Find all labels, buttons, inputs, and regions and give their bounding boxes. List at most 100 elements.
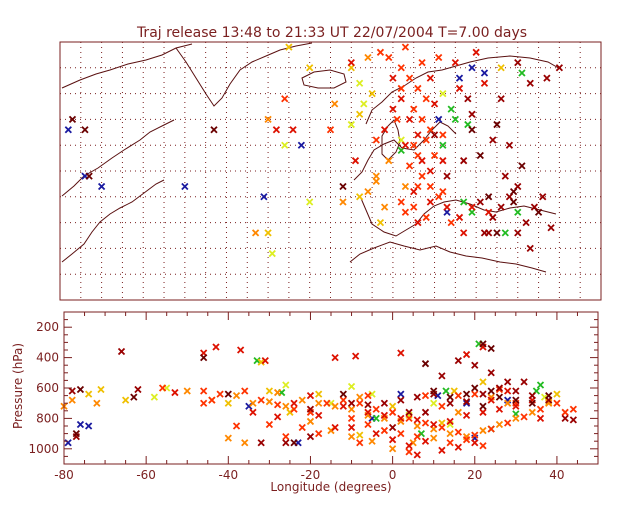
pressure-trajectory-marker [471, 431, 479, 439]
pressure-trajectory-marker [421, 437, 430, 445]
map-trajectory-marker [401, 43, 410, 51]
figure-title: Traj release 13:48 to 21:33 UT 22/07/200… [136, 25, 527, 41]
map-trajectory-marker [476, 198, 484, 206]
map-trajectory-marker [439, 188, 447, 196]
map-trajectory-marker [489, 213, 497, 222]
pressure-trajectory-marker [282, 439, 290, 447]
map-trajectory-marker [401, 182, 410, 191]
map-trajectory-marker [380, 203, 389, 211]
pressure-trajectory-marker [569, 405, 577, 413]
pressure-panel: -80 -60 -40 -20 0 20 40 200 400 600 800 1000 Longi… [11, 311, 599, 494]
map-trajectory-marker [414, 131, 422, 139]
map-trajectory-marker [526, 79, 534, 87]
map-trajectory-marker [81, 126, 89, 134]
x-tick-label: 20 [467, 468, 482, 482]
map-trajectory-marker [426, 167, 435, 175]
pressure-trajectory-marker [413, 433, 421, 441]
pressure-trajectory-marker [372, 429, 380, 438]
pressure-trajectory-marker [257, 358, 265, 366]
pressure-trajectory-marker [356, 431, 364, 439]
pressure-trajectory-marker [413, 422, 421, 430]
map-trajectory-marker [264, 115, 272, 124]
pressure-trajectory-marker [487, 396, 495, 404]
pressure-trajectory-marker [93, 399, 101, 407]
pressure-trajectory-marker [249, 408, 257, 416]
pressure-trajectory-marker [356, 399, 364, 407]
map-trajectory-marker [355, 79, 364, 87]
pressure-trajectory-marker [200, 399, 208, 407]
pressure-trajectory-marker [331, 402, 339, 410]
coastline-north-america [61, 43, 193, 263]
coastline-europe [353, 55, 563, 237]
pressure-trajectory-marker [372, 414, 380, 423]
pressure-trajectory-marker [72, 429, 80, 438]
pressure-trajectory-marker [331, 353, 339, 362]
pressure-trajectory-marker [315, 429, 323, 438]
pressure-trajectory-marker [339, 402, 347, 410]
map-trajectory-marker [418, 59, 426, 67]
map-trajectory-marker [443, 172, 451, 180]
pressure-trajectory-marker [253, 357, 261, 365]
pressure-trajectory-marker [232, 391, 241, 400]
map-trajectory-marker [447, 105, 455, 113]
map-trajectory-marker [460, 198, 468, 206]
pressure-trajectory-marker [306, 433, 315, 441]
map-trajectory-marker [410, 141, 418, 149]
pressure-trajectory-marker [298, 423, 306, 432]
map-trajectory-marker [539, 193, 547, 201]
pressure-trajectory-marker [471, 439, 479, 447]
map-trajectory-marker [339, 182, 347, 191]
pressure-trajectory-marker [85, 422, 93, 430]
map-trajectory-marker [414, 84, 422, 93]
pressure-trajectory-marker [290, 405, 298, 413]
pressure-trajectory-marker [347, 423, 356, 432]
map-trajectory-marker [331, 100, 339, 108]
pressure-trajectory-marker [430, 387, 438, 395]
pressure-trajectory-marker [76, 385, 85, 394]
pressure-trajectory-marker [200, 353, 208, 362]
pressure-trajectory-marker [171, 388, 179, 397]
pressure-trajectory-marker [290, 439, 298, 447]
map-trajectory-marker [430, 131, 439, 139]
pressure-trajectory-marker [388, 408, 397, 416]
map-trajectory-marker [372, 177, 380, 185]
map-trajectory-marker [405, 115, 414, 124]
pressure-trajectory-marker [462, 411, 471, 419]
pressure-trajectory-marker [479, 442, 487, 450]
map-trajectory-marker [364, 53, 372, 62]
map-trajectory-marker [385, 53, 393, 62]
pressure-trajectory-marker [430, 399, 438, 407]
map-trajectory-marker [264, 229, 272, 237]
pressure-trajectory-marker [347, 405, 356, 413]
map-trajectory-marker [376, 48, 385, 56]
pressure-trajectory-marker [528, 399, 536, 407]
pressure-trajectory-marker [413, 416, 421, 424]
pressure-x-axis: -80 -60 -40 -20 0 20 40 [54, 312, 599, 482]
pressure-trajectory-marker [479, 390, 487, 398]
map-trajectory-marker [372, 136, 380, 144]
pressure-trajectory-marker [405, 414, 413, 423]
map-trajectory-marker [455, 84, 464, 93]
map-trajectory-marker [439, 141, 447, 149]
pressure-trajectory-marker [315, 390, 323, 398]
pressure-trajectory-marker [241, 439, 249, 447]
map-trajectory-marker [455, 213, 464, 222]
pressure-trajectory-marker [273, 388, 282, 397]
pressure-trajectory-marker [421, 391, 430, 400]
pressure-trajectory-marker [85, 390, 93, 398]
pressure-trajectory-marker [421, 360, 430, 368]
map-trajectory-marker [376, 218, 385, 227]
pressure-trajectory-marker [380, 426, 389, 435]
pressure-trajectory-marker [561, 414, 569, 423]
pressure-x-axis-label: Longitude (degrees) [270, 480, 391, 494]
pressure-trajectory-marker [479, 378, 487, 386]
pressure-trajectory-marker [356, 439, 364, 447]
map-trajectory-marker [430, 100, 439, 108]
pressure-trajectory-marker [442, 387, 450, 395]
pressure-trajectory-marker [553, 390, 561, 398]
pressure-trajectory-marker [364, 391, 372, 400]
pressure-trajectory-marker [405, 442, 413, 450]
map-trajectory-marker [468, 64, 476, 72]
pressure-trajectory-marker [528, 391, 536, 400]
